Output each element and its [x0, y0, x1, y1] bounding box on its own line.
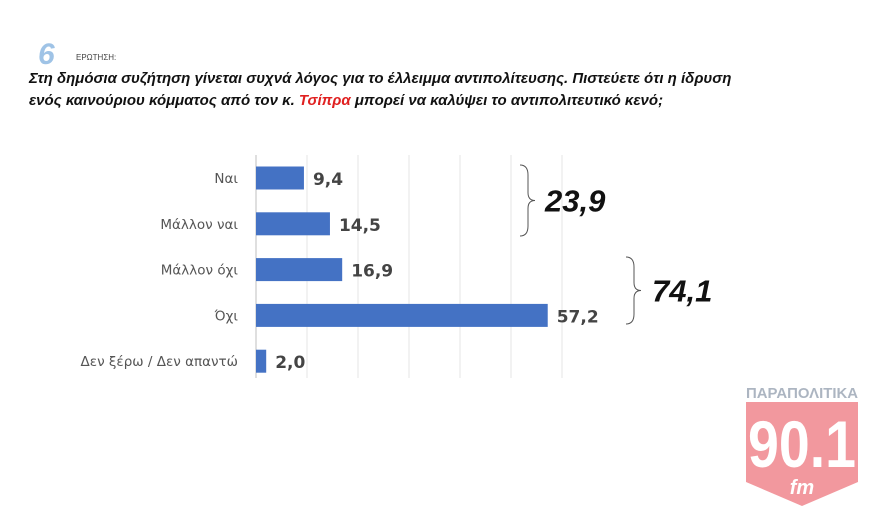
bar	[256, 166, 304, 190]
question-number: 6	[38, 38, 55, 71]
group-brace	[519, 164, 536, 237]
question-text-after: μπορεί να καλύψει το αντιπολιτευτικό κεν…	[350, 92, 664, 109]
group-total-label: 74,1	[652, 274, 712, 309]
question-label: ΕΡΩΤΗΣΗ:	[76, 53, 117, 62]
svg-text:fm: fm	[790, 477, 814, 499]
bar	[256, 212, 330, 236]
category-label: Μάλλον ναι	[160, 217, 238, 233]
value-label: 16,9	[351, 262, 393, 282]
group-total-label: 23,9	[544, 184, 606, 219]
category-label: Ναι	[214, 171, 238, 187]
category-label: Μάλλον όχι	[161, 263, 239, 279]
bar	[256, 303, 548, 327]
value-label: 14,5	[339, 216, 381, 236]
svg-text:90.1: 90.1	[748, 407, 856, 481]
bar	[256, 349, 267, 373]
question-text: Στη δημόσια συζήτηση γίνεται συχνά λόγος…	[29, 68, 749, 112]
value-label: 57,2	[557, 307, 599, 327]
value-label: 9,4	[313, 170, 343, 190]
group-brace	[625, 256, 642, 325]
question-highlight: Τσίπρα	[298, 92, 351, 109]
value-label: 2,0	[275, 353, 305, 373]
category-label: Δεν ξέρω / Δεν απαντώ	[81, 354, 238, 370]
category-label: Όχι	[214, 308, 239, 324]
radio-logo: ΠΑΡΑΠΟΛΙΤΙΚΑ 90.1 fm	[746, 385, 858, 506]
bar	[256, 258, 343, 282]
question-text-before: Στη δημόσια συζήτηση γίνεται συχνά λόγος…	[29, 70, 732, 109]
svg-text:ΠΑΡΑΠΟΛΙΤΙΚΑ: ΠΑΡΑΠΟΛΙΤΙΚΑ	[746, 385, 858, 402]
